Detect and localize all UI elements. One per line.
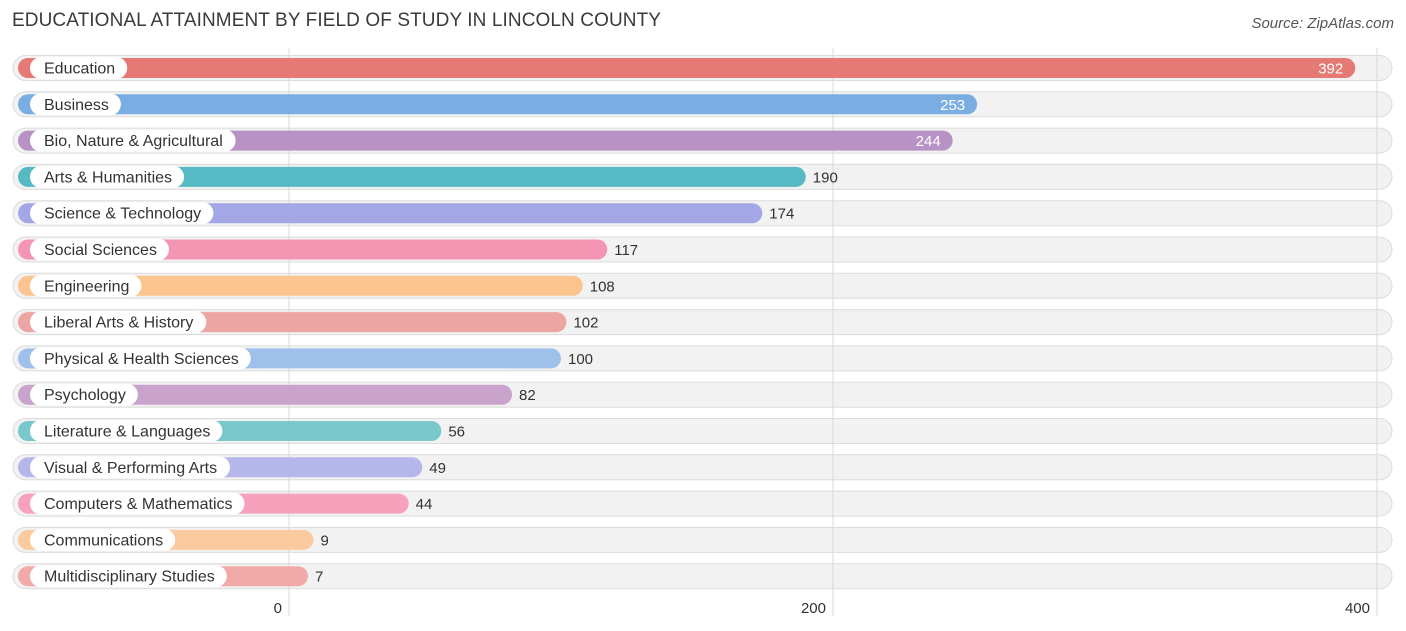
category-label: Bio, Nature & Agricultural <box>44 133 223 150</box>
value-label: 56 <box>448 424 465 441</box>
value-label: 108 <box>590 278 615 295</box>
category-label: Business <box>44 97 109 114</box>
category-label: Liberal Arts & History <box>44 315 193 332</box>
row-background <box>12 526 1393 553</box>
category-label-pill <box>30 528 176 551</box>
category-label: Communications <box>44 532 163 549</box>
category-label: Multidisciplinary Studies <box>44 569 215 586</box>
value-label: 9 <box>320 532 328 549</box>
category-label: Social Sciences <box>44 242 157 259</box>
category-label-pill <box>30 93 121 116</box>
value-label: 174 <box>769 206 794 223</box>
category-label-pill <box>30 383 138 406</box>
category-label-pill <box>30 565 227 588</box>
value-label: 102 <box>573 315 598 332</box>
category-label-pill <box>30 347 251 370</box>
category-label: Science & Technology <box>44 206 201 223</box>
category-label: Psychology <box>44 387 126 404</box>
category-label: Physical & Health Sciences <box>44 351 239 368</box>
bar <box>18 166 806 187</box>
category-label-pill <box>30 238 169 261</box>
category-label-pill <box>30 57 128 79</box>
category-label: Arts & Humanities <box>44 169 172 186</box>
value-label: 392 <box>1318 61 1343 78</box>
source-credit: Source: ZipAtlas.com <box>1251 15 1394 32</box>
chart-title: EDUCATIONAL ATTAINMENT BY FIELD OF STUDY… <box>12 10 662 31</box>
category-label: Visual & Performing Arts <box>44 460 217 477</box>
value-label: 253 <box>940 97 965 114</box>
category-label: Education <box>44 61 115 78</box>
category-label-pill <box>30 274 142 297</box>
category-label-pill <box>30 456 230 479</box>
value-label: 190 <box>813 169 838 186</box>
value-label: 100 <box>568 351 593 368</box>
row-background <box>12 563 1393 590</box>
category-label: Engineering <box>44 278 129 295</box>
x-tick-label: 400 <box>1345 600 1370 617</box>
value-label: 82 <box>519 387 536 404</box>
x-tick-label: 200 <box>801 600 826 617</box>
category-label-pill <box>30 202 214 225</box>
category-label-pill <box>30 129 236 152</box>
category-label-pill <box>30 492 245 515</box>
category-label-pill <box>30 165 185 188</box>
category-label: Literature & Languages <box>44 424 210 441</box>
bar <box>18 130 953 151</box>
bar <box>18 275 583 296</box>
value-label: 49 <box>429 460 446 477</box>
x-tick-label: 0 <box>274 600 282 617</box>
category-label-pill <box>30 311 207 334</box>
category-label-pill <box>30 420 223 442</box>
value-label: 7 <box>315 569 323 586</box>
bar <box>18 384 513 405</box>
value-label: 44 <box>416 496 433 513</box>
value-label: 244 <box>916 133 941 150</box>
value-label: 117 <box>614 242 638 259</box>
category-label: Computers & Mathematics <box>44 496 233 513</box>
bar <box>18 58 1356 78</box>
bar <box>18 94 978 115</box>
